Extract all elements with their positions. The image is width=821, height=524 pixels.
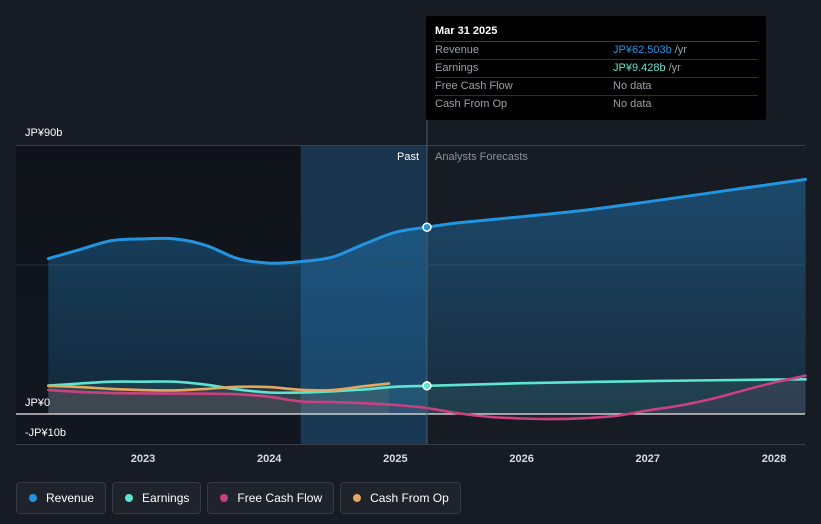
x-tick-label-2028: 2028 xyxy=(762,453,786,465)
tooltip-value: No data xyxy=(613,80,652,92)
earnings-line[interactable] xyxy=(47,378,807,395)
tooltip-row-revenue: Revenue JP¥62.503b/yr xyxy=(435,42,758,60)
tooltip-value: JP¥9.428b xyxy=(613,62,666,74)
legend-item-cash-from-op[interactable]: Cash From Op xyxy=(340,482,461,514)
past-label: Past xyxy=(397,151,419,163)
legend-label: Cash From Op xyxy=(370,491,449,505)
tooltip: Mar 31 2025 Revenue JP¥62.503b/yr Earnin… xyxy=(426,16,766,120)
tooltip-row-earnings: Earnings JP¥9.428b/yr xyxy=(435,60,758,78)
x-tick-label-2025: 2025 xyxy=(383,453,407,465)
x-tick-label-2023: 2023 xyxy=(131,453,155,465)
legend-item-earnings[interactable]: Earnings xyxy=(112,482,202,514)
revenue-dot-icon xyxy=(29,494,37,502)
tooltip-label: Free Cash Flow xyxy=(435,80,513,92)
tooltip-label: Cash From Op xyxy=(435,98,508,110)
free-cash-flow-line[interactable] xyxy=(47,374,807,421)
legend-item-free-cash-flow[interactable]: Free Cash Flow xyxy=(207,482,335,514)
tooltip-value: JP¥62.503b xyxy=(613,44,672,56)
y-axis-top-label: JP¥90b xyxy=(25,127,62,139)
legend: Revenue Earnings Free Cash Flow Cash Fro… xyxy=(16,482,461,514)
earnings-hover-marker xyxy=(422,381,432,391)
forecast-label: Analysts Forecasts xyxy=(435,151,528,163)
tooltip-date: Mar 31 2025 xyxy=(435,24,758,42)
legend-item-revenue[interactable]: Revenue xyxy=(16,482,107,514)
tooltip-row-free-cash-flow: Free Cash Flow No data xyxy=(435,78,758,96)
revenue-hover-marker xyxy=(422,222,432,232)
tooltip-label: Earnings xyxy=(435,62,479,74)
cash-from-op-line[interactable] xyxy=(47,382,391,392)
revenue-line[interactable] xyxy=(46,177,808,265)
legend-label: Revenue xyxy=(46,491,95,505)
tooltip-unit: /yr xyxy=(668,62,681,74)
x-tick-label-2027: 2027 xyxy=(636,453,660,465)
legend-label: Free Cash Flow xyxy=(237,491,323,505)
y-axis-zero-label: JP¥0 xyxy=(25,397,50,409)
free-cash-flow-dot-icon xyxy=(220,494,229,502)
tooltip-row-cash-from-op: Cash From Op No data xyxy=(435,96,758,113)
tooltip-value: No data xyxy=(613,98,652,110)
tooltip-label: Revenue xyxy=(435,44,480,56)
free-cash-flow-area xyxy=(48,375,806,420)
cash-from-op-dot-icon xyxy=(353,494,362,502)
x-tick-label-2024: 2024 xyxy=(257,453,282,465)
legend-label: Earnings xyxy=(142,491,190,505)
x-tick-label-2026: 2026 xyxy=(509,453,533,465)
earnings-dot-icon xyxy=(125,494,134,502)
y-axis-bottom-label: -JP¥10b xyxy=(25,427,66,439)
tooltip-unit: /yr xyxy=(674,44,687,56)
